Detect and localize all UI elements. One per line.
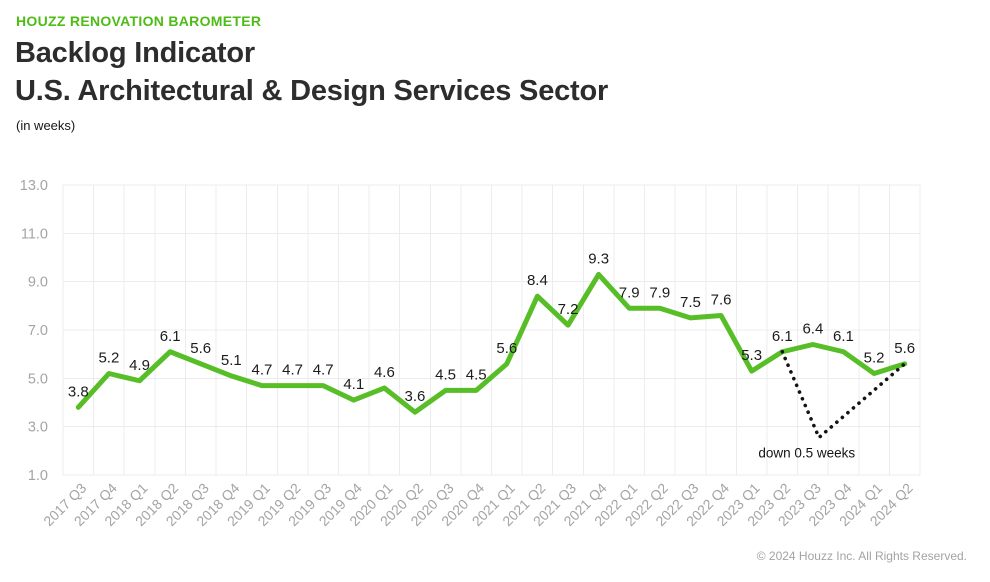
page-title: Backlog Indicator U.S. Architectural & D…	[15, 34, 608, 110]
copyright-notice: © 2024 Houzz Inc. All Rights Reserved.	[756, 549, 967, 563]
data-point-label: 4.9	[129, 357, 150, 374]
annotation-dotted-line	[780, 349, 907, 441]
data-point-label: 5.2	[864, 350, 885, 367]
title-line-1: Backlog Indicator	[15, 37, 255, 69]
data-point-label: 6.1	[833, 328, 854, 345]
data-point-label: 5.6	[190, 340, 211, 357]
annotation-label: down 0.5 weeks	[758, 446, 855, 461]
data-point-label: 7.9	[649, 284, 670, 301]
data-point-label: 7.9	[619, 284, 640, 301]
data-point-label: 4.7	[252, 362, 273, 379]
data-point-label: 4.1	[343, 376, 364, 393]
data-point-label: 3.8	[68, 383, 89, 400]
data-point-label: 5.2	[98, 350, 119, 367]
data-point-label: 4.6	[374, 364, 395, 381]
data-point-label: 4.7	[282, 362, 303, 379]
y-axis-tick-label: 3.0	[28, 420, 48, 436]
title-line-2: U.S. Architectural & Design Services Sec…	[15, 75, 609, 107]
data-point-label: 4.5	[466, 366, 487, 383]
data-point-label: 4.7	[313, 362, 334, 379]
backlog-line	[75, 271, 908, 415]
data-point-label: 6.1	[772, 328, 793, 345]
y-axis: 13.0 11.0 9.0 7.0 5.0 3.0 1.0	[20, 178, 48, 484]
units-label: (in weeks)	[16, 118, 76, 133]
data-point-label: 5.6	[496, 340, 517, 357]
data-point-label: 6.1	[160, 328, 181, 345]
data-point-label: 7.2	[558, 301, 579, 318]
y-axis-tick-label: 11.0	[21, 226, 48, 242]
y-axis-tick-label: 13.0	[20, 178, 48, 194]
data-point-label: 5.3	[741, 347, 762, 364]
data-point-label: 6.4	[802, 321, 823, 338]
data-point-label: 3.6	[405, 388, 426, 405]
data-point-label: 4.5	[435, 366, 456, 383]
data-labels: 3.8 5.2 4.9 6.1 5.6 5.1 4.7 4.7 4.7 4.1 4.6 3.6 4.5 4…	[68, 250, 915, 405]
y-axis-tick-label: 1.0	[28, 468, 48, 484]
report-eyebrow: HOUZZ RENOVATION BAROMETER	[16, 13, 262, 29]
data-point-label: 9.3	[588, 250, 609, 267]
data-point-label: 5.1	[221, 352, 242, 369]
y-axis-tick-label: 7.0	[28, 323, 48, 339]
y-axis-tick-label: 5.0	[28, 371, 48, 387]
data-point-label: 5.6	[894, 340, 915, 357]
data-point-label: 8.4	[527, 272, 548, 289]
grid	[62, 184, 921, 476]
y-axis-tick-label: 9.0	[28, 275, 48, 291]
data-point-label: 7.5	[680, 294, 701, 311]
data-point-label: 7.6	[711, 292, 732, 309]
